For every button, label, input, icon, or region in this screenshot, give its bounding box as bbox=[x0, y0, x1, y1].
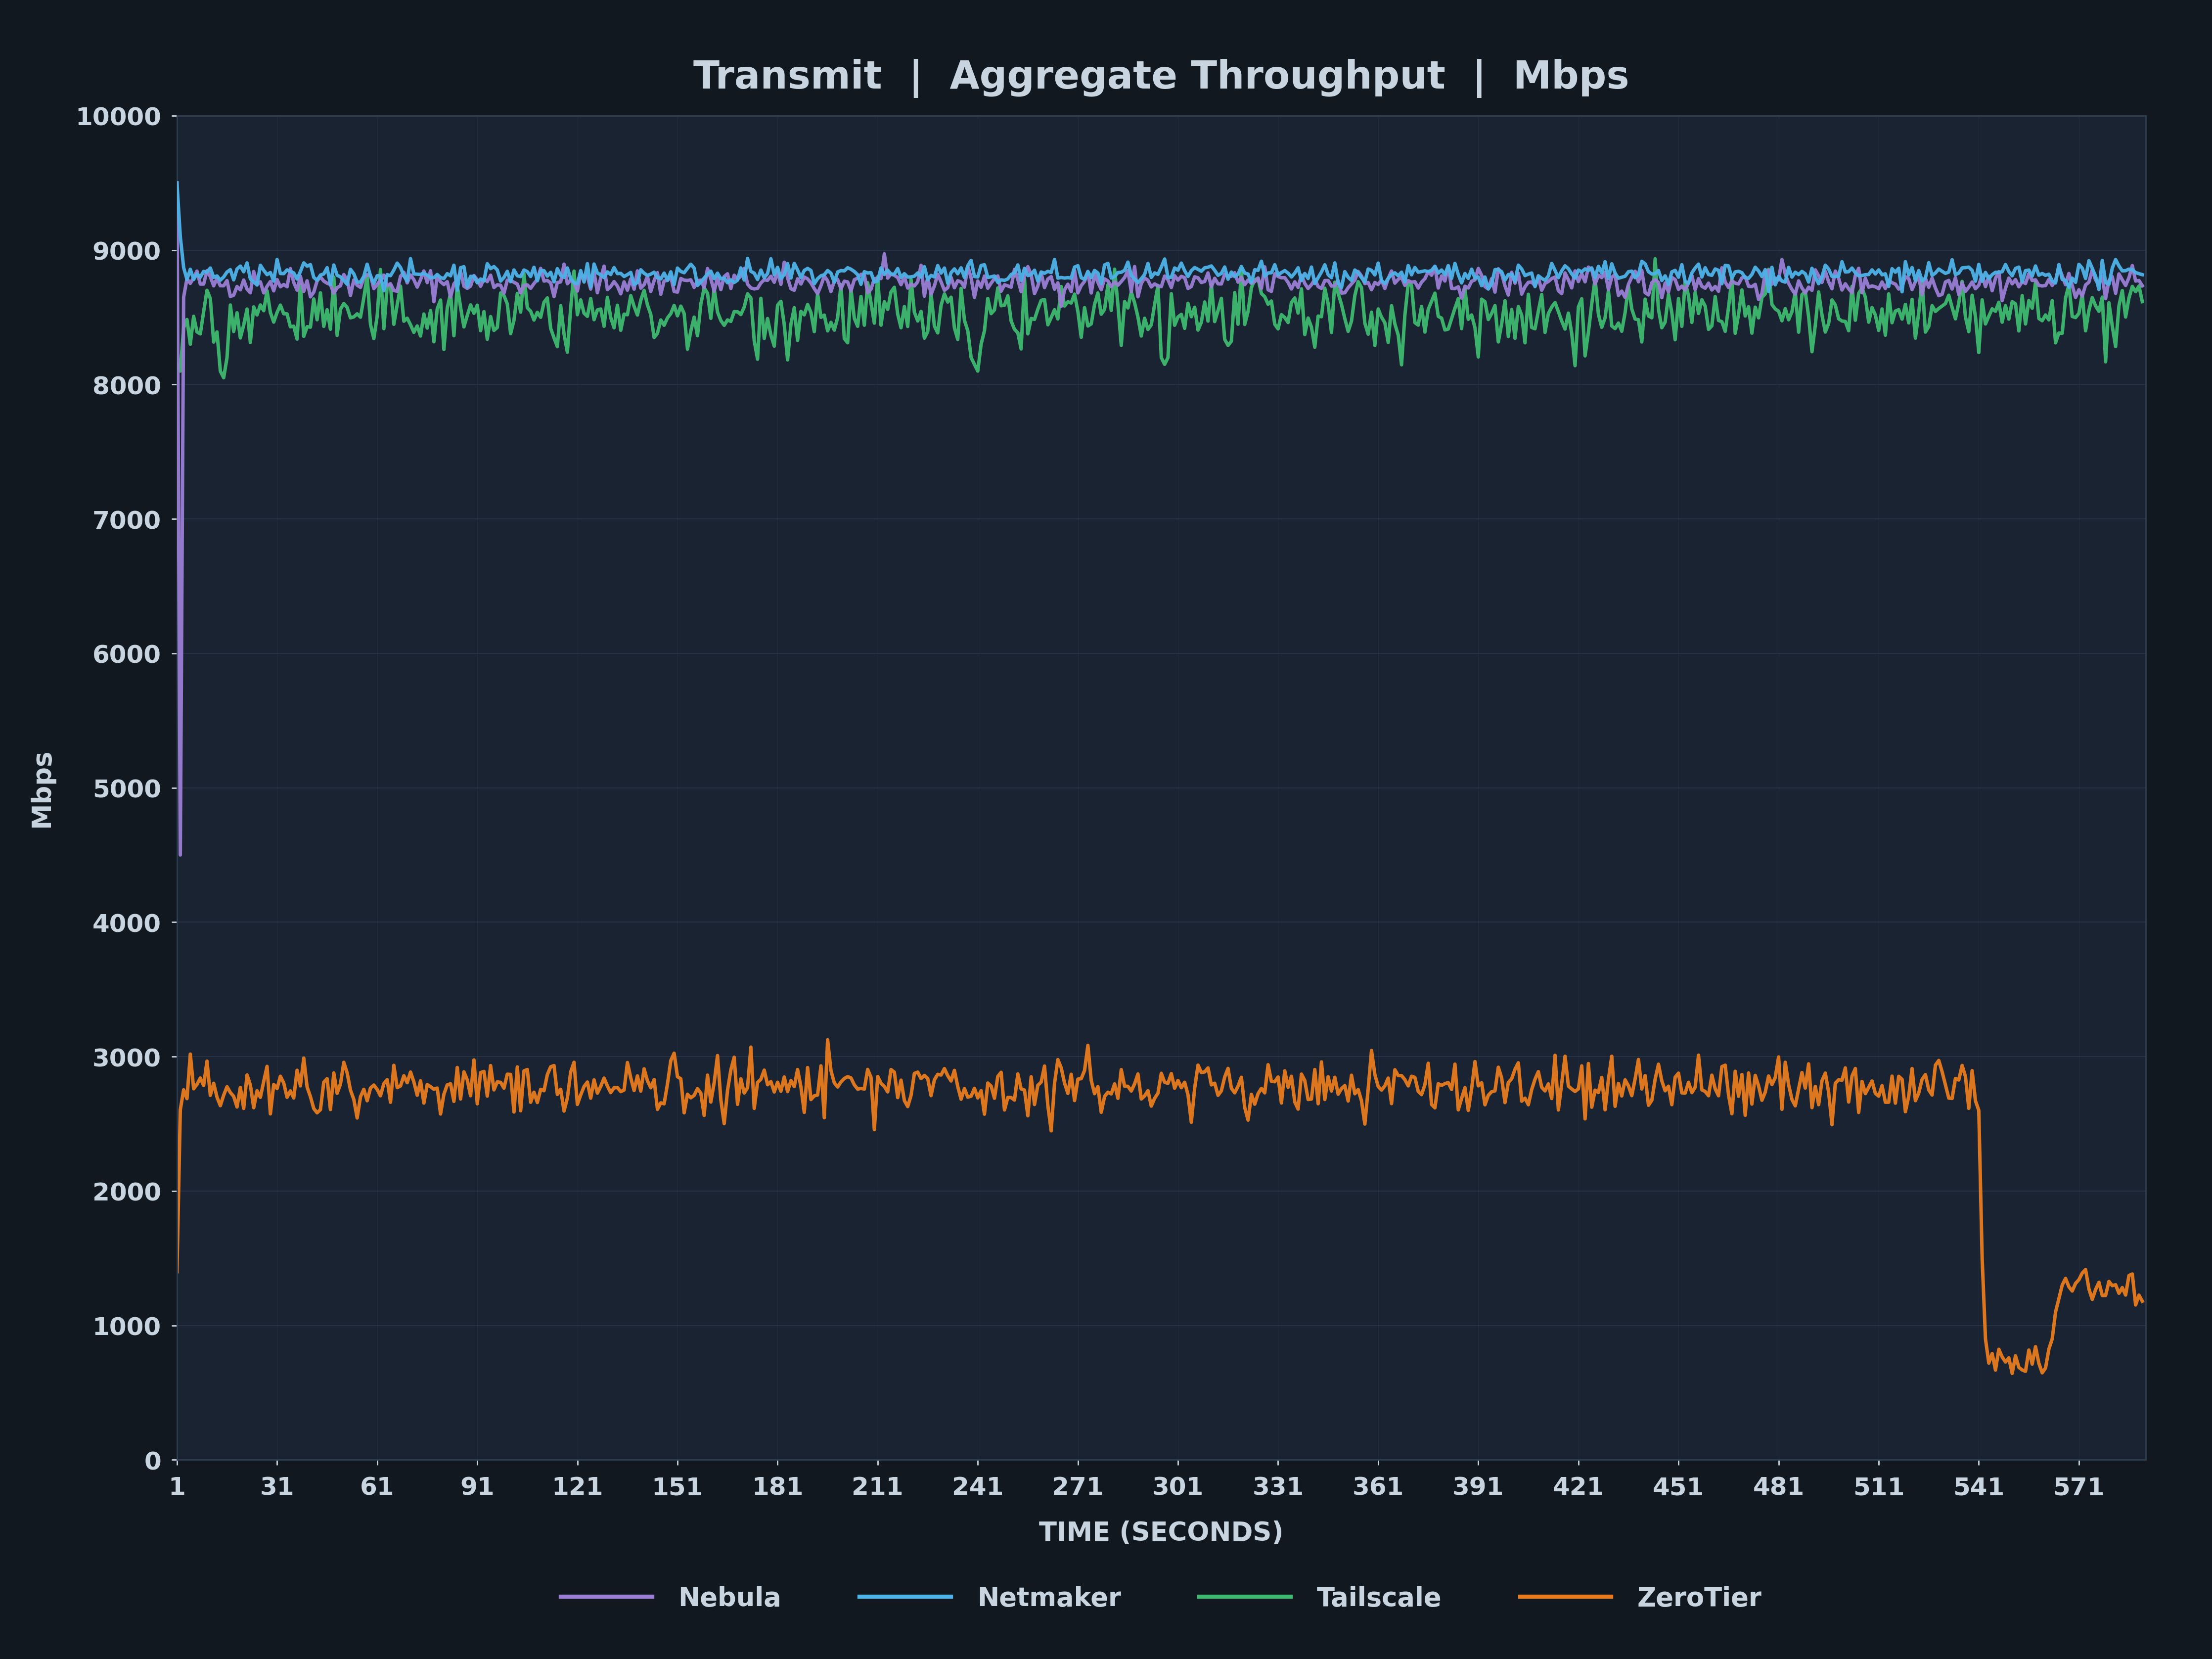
ZeroTier bbox=[2013, 1362, 2039, 1382]
Title: Transmit  |  Aggregate Throughput  |  Mbps: Transmit | Aggregate Throughput | Mbps bbox=[692, 60, 1630, 98]
Netmaker bbox=[164, 173, 190, 192]
Tailscale bbox=[2013, 315, 2039, 335]
Nebula bbox=[2008, 272, 2035, 292]
Tailscale bbox=[336, 309, 363, 328]
Tailscale bbox=[164, 355, 190, 375]
Tailscale bbox=[1615, 277, 1641, 297]
Netmaker bbox=[334, 275, 361, 295]
ZeroTier bbox=[814, 1030, 841, 1050]
Y-axis label: Mbps: Mbps bbox=[29, 748, 55, 828]
ZeroTier bbox=[250, 1072, 276, 1092]
ZeroTier bbox=[1531, 1082, 1557, 1102]
Nebula bbox=[1531, 274, 1557, 294]
Netmaker bbox=[1528, 269, 1555, 289]
Netmaker bbox=[2128, 265, 2154, 285]
ZeroTier bbox=[2128, 1291, 2154, 1311]
Nebula bbox=[2128, 275, 2154, 295]
Tailscale bbox=[254, 282, 281, 302]
ZeroTier bbox=[334, 1063, 361, 1083]
Line: Netmaker: Netmaker bbox=[177, 182, 2141, 292]
Line: Tailscale: Tailscale bbox=[177, 259, 2141, 378]
Nebula bbox=[1615, 275, 1641, 295]
Nebula bbox=[168, 846, 195, 866]
Tailscale bbox=[2128, 292, 2154, 312]
ZeroTier bbox=[164, 1262, 190, 1282]
Legend: Nebula, Netmaker, Tailscale, ZeroTier: Nebula, Netmaker, Tailscale, ZeroTier bbox=[551, 1574, 1772, 1621]
Nebula bbox=[1836, 279, 1863, 299]
Line: Nebula: Nebula bbox=[177, 182, 2141, 856]
Nebula bbox=[164, 173, 190, 192]
ZeroTier bbox=[1836, 1092, 1863, 1112]
ZeroTier bbox=[2000, 1364, 2026, 1384]
Netmaker bbox=[1889, 282, 1916, 302]
Nebula bbox=[336, 285, 363, 305]
X-axis label: TIME (SECONDS): TIME (SECONDS) bbox=[1040, 1520, 1283, 1546]
Netmaker bbox=[1832, 262, 1858, 282]
Tailscale bbox=[1531, 324, 1557, 343]
ZeroTier bbox=[1615, 1077, 1641, 1097]
Line: ZeroTier: ZeroTier bbox=[177, 1040, 2141, 1374]
Netmaker bbox=[2008, 272, 2035, 292]
Netmaker bbox=[250, 260, 276, 280]
Tailscale bbox=[210, 368, 237, 388]
Tailscale bbox=[1641, 249, 1668, 269]
Nebula bbox=[254, 277, 281, 297]
Tailscale bbox=[1838, 277, 1865, 297]
Netmaker bbox=[1613, 267, 1639, 287]
